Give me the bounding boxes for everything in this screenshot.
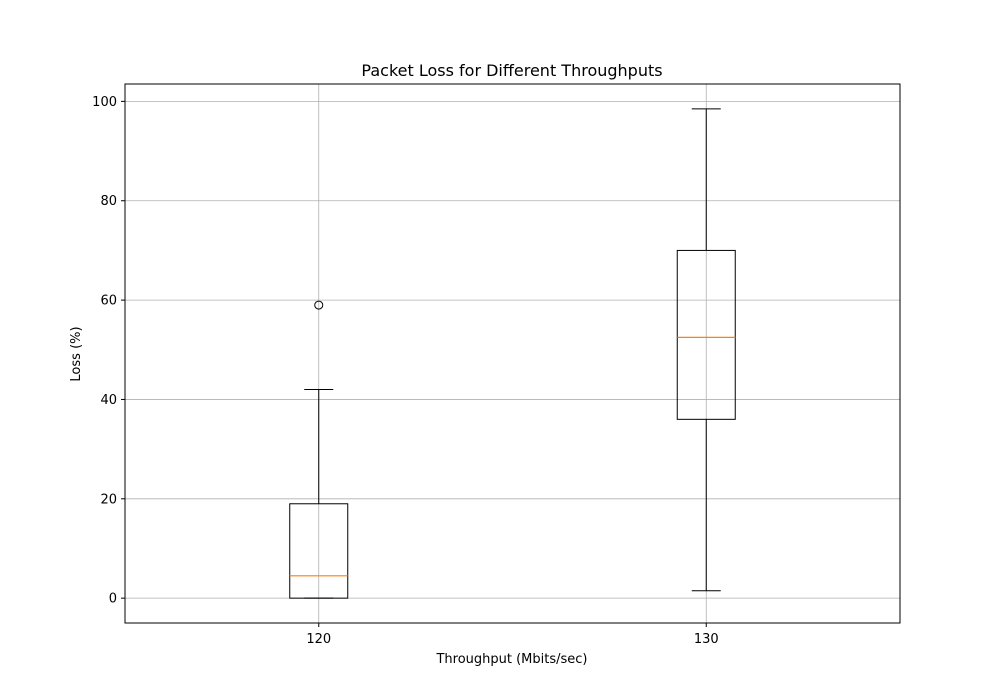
y-tick-label: 0 xyxy=(109,592,117,607)
y-axis-label: Loss (%) xyxy=(69,326,84,381)
box-layer xyxy=(289,108,736,599)
tick-layer: 0 20 40 60 80 100 120 130 xyxy=(92,95,718,647)
grid-layer xyxy=(125,84,900,623)
x-tick-label: 130 xyxy=(694,632,719,647)
x-tick-label: 120 xyxy=(306,632,331,647)
iqr-box xyxy=(289,503,349,599)
plot-frame xyxy=(124,83,901,624)
y-tick-label: 60 xyxy=(100,294,117,309)
iqr-box xyxy=(676,249,736,420)
y-tick-label: 40 xyxy=(100,393,117,408)
y-tick-label: 100 xyxy=(92,95,117,110)
x-axis-label: Throughput (Mbits/sec) xyxy=(435,652,587,667)
y-tick-label: 80 xyxy=(100,194,117,209)
y-tick-label: 20 xyxy=(100,492,117,507)
chart-title: Packet Loss for Different Throughputs xyxy=(361,61,662,80)
outlier-point xyxy=(314,300,324,310)
